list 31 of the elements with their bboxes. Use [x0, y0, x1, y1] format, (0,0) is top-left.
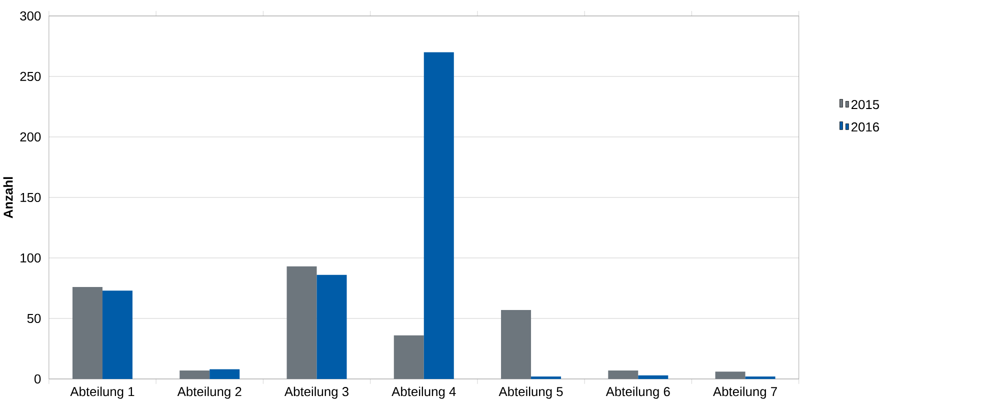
bar: [531, 376, 562, 380]
bar: [210, 369, 240, 380]
bar: [102, 290, 132, 380]
bar: [638, 375, 668, 380]
x-tick-label: Abteilung 7: [712, 386, 777, 399]
bar: [424, 52, 454, 380]
x-tick-label: Abteilung 5: [498, 386, 563, 399]
bar: [394, 335, 424, 380]
bar: [286, 266, 317, 380]
y-tick-label: 50: [27, 314, 41, 324]
y-tick-label: 0: [34, 374, 41, 384]
bar: [608, 370, 638, 380]
y-tick-label: 100: [20, 253, 41, 263]
bar: [501, 310, 532, 380]
x-tick-label: Abteilung 1: [70, 386, 134, 399]
bar: [72, 287, 102, 380]
y-tick-label: 150: [20, 192, 41, 202]
x-tick-label: Abteilung 6: [606, 386, 670, 399]
x-tick-label: Abteilung 2: [177, 386, 242, 399]
legend-label: 2016: [852, 122, 880, 132]
bar: [180, 370, 210, 380]
legend-label: 2015: [852, 100, 880, 110]
bar: [316, 274, 347, 380]
y-tick-label: 200: [20, 132, 41, 142]
x-tick-label: Abteilung 3: [284, 386, 348, 399]
bar: [715, 372, 746, 380]
bar: [745, 376, 776, 380]
y-tick-label: 250: [20, 72, 41, 82]
y-tick-label: 300: [20, 11, 41, 21]
x-tick-label: Abteilung 4: [392, 386, 456, 399]
y-axis-title: Anzahl: [3, 177, 13, 218]
